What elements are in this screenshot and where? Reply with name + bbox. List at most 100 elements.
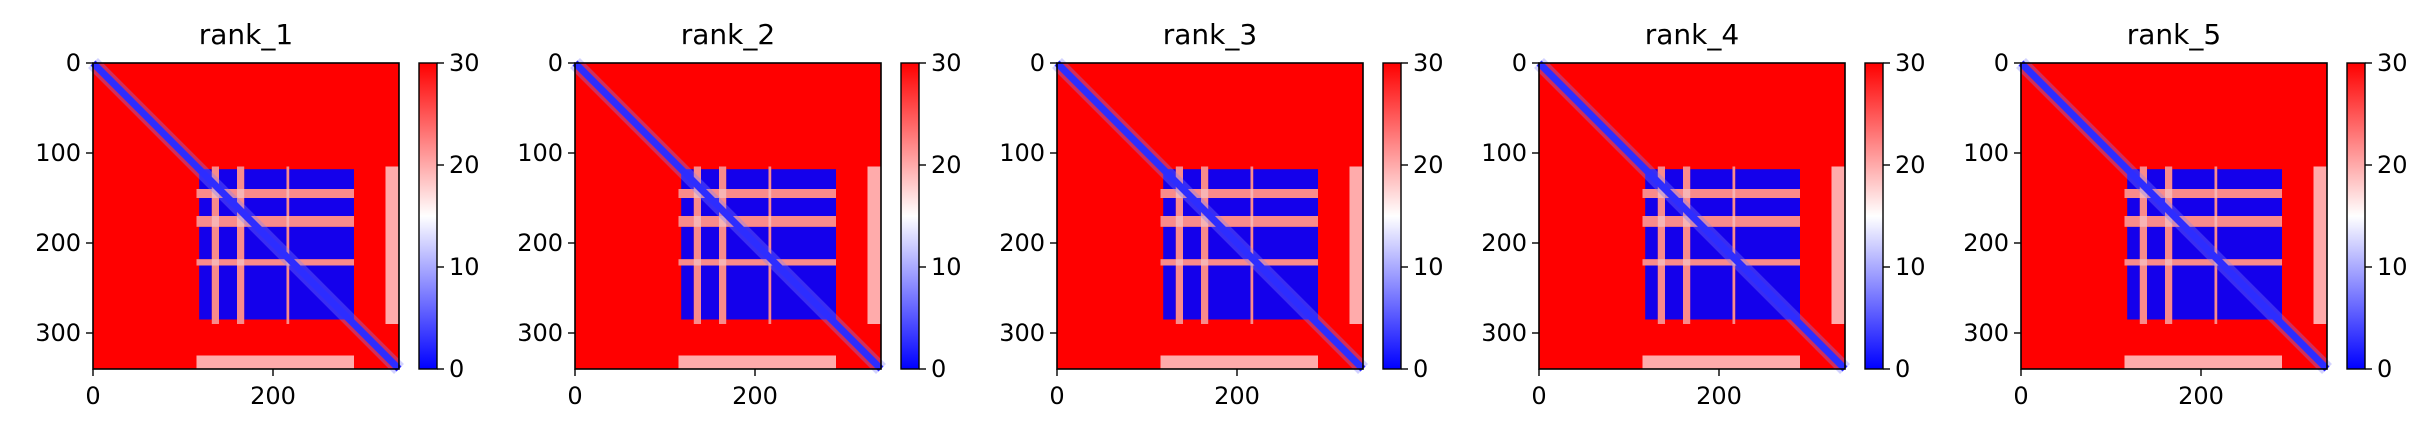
y-tick-label: 300: [517, 319, 563, 347]
heatmap-edge-strip: [2124, 355, 2282, 369]
heatmap-gap: [1657, 166, 1665, 324]
y-tick-label: 0: [66, 49, 81, 77]
heatmap-cell: [726, 265, 769, 320]
heatmap-edge-strip: [1831, 166, 1845, 324]
heatmap-gap: [1250, 166, 1254, 324]
heatmap: [1052, 58, 1368, 374]
heatmap-edge-strip: [2313, 166, 2327, 324]
chart-panel: rank_1 0 200 0 100 200 300 0 10 20 30: [35, 18, 479, 410]
x-tick-label: 200: [2178, 382, 2224, 410]
heatmap-edge-strip: [1160, 355, 1318, 369]
chart-title: rank_4: [1645, 18, 1739, 51]
heatmap-cell: [2217, 198, 2282, 216]
heatmap-diagonal-halo: [88, 58, 404, 374]
heatmap-gap: [1732, 166, 1736, 324]
heatmap-cell: [1183, 169, 1201, 189]
x-tick-label: 0: [85, 382, 100, 410]
heatmap-cell: [701, 169, 719, 189]
heatmap-cell: [1690, 198, 1733, 216]
heatmap-cell: [2172, 265, 2215, 320]
x-tick-label: 200: [1696, 382, 1742, 410]
heatmap-edge-strip: [1642, 355, 1800, 369]
colorbar-tick-label: 0: [931, 355, 946, 383]
heatmap-cell: [1735, 169, 1800, 189]
heatmap-diagonal: [572, 60, 884, 372]
heatmap-cell: [1665, 226, 1683, 260]
heatmap-gap: [719, 166, 727, 324]
plot-frame: [92, 62, 400, 370]
heatmap-gap: [1683, 166, 1691, 324]
y-tick-label: 200: [1963, 229, 2009, 257]
heatmap-cell: [199, 265, 212, 320]
y-tick-label: 300: [35, 319, 81, 347]
colorbar-tick-label: 20: [2377, 151, 2408, 179]
colorbar-tick-label: 30: [2377, 49, 2408, 77]
heatmap-gap: [1160, 189, 1318, 198]
colorbar: [1864, 62, 1884, 370]
x-tick-label: 200: [250, 382, 296, 410]
plot-frame: [1538, 62, 1846, 370]
y-tick-label: 0: [548, 49, 563, 77]
heatmap-cell: [2147, 169, 2165, 189]
heatmap-gap: [196, 189, 354, 198]
chart-panel: rank_5 0 200 0 100 200 300 0 10 20 30: [1963, 18, 2407, 410]
heatmap-cell: [2127, 265, 2140, 320]
heatmap-cell: [1645, 265, 1658, 320]
chart-panel: rank_3 0 200 0 100 200 300 0 10 20 30: [999, 18, 1443, 410]
heatmap-cell: [1253, 169, 1318, 189]
heatmap-cell: [2147, 226, 2165, 260]
heatmap-cell: [771, 198, 836, 216]
heatmap-cell: [2127, 198, 2140, 216]
heatmap-gap: [196, 259, 354, 266]
heatmap-diagonal-halo: [1052, 58, 1368, 374]
y-tick-label: 300: [999, 319, 1045, 347]
heatmap-gap: [693, 166, 701, 324]
heatmap-gap: [2139, 166, 2147, 324]
heatmap-cell: [289, 226, 354, 260]
heatmap-cell: [1163, 198, 1176, 216]
plot-frame: [2020, 62, 2328, 370]
heatmap-cell: [2147, 265, 2165, 320]
colorbar: [418, 62, 438, 370]
heatmap: [570, 58, 886, 374]
heatmap-gap: [2124, 189, 2282, 198]
heatmap-cell: [1163, 265, 1176, 320]
plot-frame: [574, 62, 882, 370]
heatmap-cell: [701, 265, 719, 320]
heatmap-cell: [1208, 198, 1251, 216]
heatmap-gap: [2124, 259, 2282, 266]
chart-title: rank_3: [1163, 18, 1257, 51]
y-tick-label: 200: [517, 229, 563, 257]
heatmap-gap: [1642, 216, 1800, 227]
heatmap-cell: [726, 198, 769, 216]
colorbar-tick-label: 30: [1895, 49, 1926, 77]
heatmap-cell: [289, 198, 354, 216]
heatmap-gap: [678, 259, 836, 266]
colorbar-tick-label: 10: [449, 253, 480, 281]
heatmap-diagonal-halo: [1534, 58, 1850, 374]
heatmap-cell: [1253, 198, 1318, 216]
heatmap-cell: [2172, 198, 2215, 216]
heatmap-cell: [219, 265, 237, 320]
heatmap-cell: [2217, 169, 2282, 189]
heatmap-edge-strip: [1349, 166, 1363, 324]
y-tick-label: 100: [35, 139, 81, 167]
y-tick-label: 100: [1963, 139, 2009, 167]
heatmap-cell: [1645, 226, 1658, 260]
heatmap-edge-strip: [867, 166, 881, 324]
colorbar-tick-label: 30: [449, 49, 480, 77]
heatmap-gap: [1175, 166, 1183, 324]
colorbar-tick-label: 10: [1413, 253, 1444, 281]
heatmap-cell: [1645, 198, 1658, 216]
x-tick-label: 0: [2013, 382, 2028, 410]
heatmap-gap: [211, 166, 219, 324]
heatmap-edge-strip: [678, 355, 836, 369]
y-tick-label: 300: [1963, 319, 2009, 347]
heatmap-cell: [289, 169, 354, 189]
colorbar-tick-label: 0: [449, 355, 464, 383]
heatmap-cell: [1253, 226, 1318, 260]
chart-title: rank_5: [2127, 18, 2221, 51]
heatmap: [1534, 58, 1850, 374]
heatmap-cell: [1735, 226, 1800, 260]
heatmap-diagonal: [1536, 60, 1848, 372]
